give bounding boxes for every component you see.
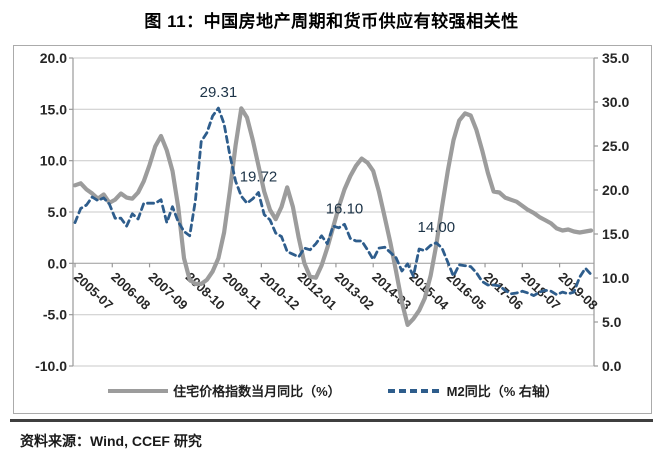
- left-axis-label: -5.0: [43, 307, 67, 323]
- x-axis-label: 2009-11: [220, 269, 265, 312]
- right-axis-label: 10.0: [602, 270, 629, 286]
- right-axis-label: 15.0: [602, 226, 629, 242]
- right-axis-label: 5.0: [602, 314, 622, 330]
- housing-line-swatch: [108, 388, 169, 393]
- annotation-16.10: 16.10: [326, 200, 364, 217]
- x-axis-label-group: 2007-09: [146, 269, 191, 313]
- chart-title: 图 11：中国房地产周期和货币供应有较强相关性: [144, 12, 519, 31]
- x-axis-label: 2014-03: [369, 269, 414, 313]
- legend-label-housing: 住宅价格指数当月同比（%）: [173, 384, 341, 399]
- legend: 住宅价格指数当月同比（%） M2同比（% 右轴）: [14, 381, 651, 400]
- chart-frame: 20.0 15.0 10.0 5.0 0.0 -5.0 -10.0 35.0 30.0 25.0 2…: [13, 45, 652, 414]
- x-axis-label: 2010-12: [257, 269, 302, 313]
- x-axis-label-group: 2006-08: [108, 269, 153, 313]
- left-axis-label: 15.0: [40, 101, 67, 117]
- left-axis-label: 0.0: [48, 255, 68, 271]
- x-axis-label-group: 2013-02: [332, 269, 377, 313]
- annotation-19.72: 19.72: [240, 169, 278, 186]
- x-axis-label: 2017-06: [481, 269, 526, 313]
- legend-item-m2: M2同比（% 右轴）: [387, 381, 558, 400]
- footer-divider: [10, 419, 653, 422]
- annotation-14.00: 14.00: [418, 219, 456, 236]
- annotation-29.31: 29.31: [200, 84, 238, 101]
- right-axis-label: 30.0: [602, 94, 629, 110]
- housing-series-line: [72, 106, 594, 327]
- x-axis-label: 2016-05: [444, 269, 489, 313]
- right-axis-label: 35.0: [602, 50, 629, 66]
- x-axis-label-group: 2014-03: [369, 269, 414, 313]
- legend-label-m2: M2同比（% 右轴）: [446, 384, 558, 399]
- left-axis-label: 5.0: [48, 204, 68, 220]
- x-axis-label-group: 2010-12: [257, 269, 302, 313]
- x-axis-label: 2007-09: [146, 269, 191, 313]
- x-axis-label-group: 2017-06: [481, 269, 526, 313]
- m2-line-swatch: [387, 388, 442, 393]
- x-axis-label-group: 2009-11: [220, 269, 265, 312]
- legend-item-housing: 住宅价格指数当月同比（%）: [107, 381, 341, 400]
- left-axis-label: 10.0: [40, 153, 67, 169]
- left-axis-label: -10.0: [35, 358, 67, 374]
- x-axis-label-group: 2016-05: [444, 269, 489, 313]
- plot-area: 20.0 15.0 10.0 5.0 0.0 -5.0 -10.0 35.0 30.0 25.0 2…: [35, 50, 629, 374]
- x-axis-label: 2013-02: [332, 269, 377, 313]
- left-axis-label: 20.0: [40, 50, 67, 66]
- x-axis-label-group: 2005-07: [71, 269, 116, 313]
- source-note: 资料来源：Wind, CCEF 研究: [20, 433, 202, 449]
- right-axis-label: 25.0: [602, 138, 629, 154]
- m2-series-line: [73, 106, 593, 298]
- x-axis-label: 2005-07: [71, 269, 116, 313]
- right-axis-label: 0.0: [602, 358, 622, 374]
- right-axis-label: 20.0: [602, 182, 629, 198]
- x-axis-label: 2006-08: [108, 269, 153, 313]
